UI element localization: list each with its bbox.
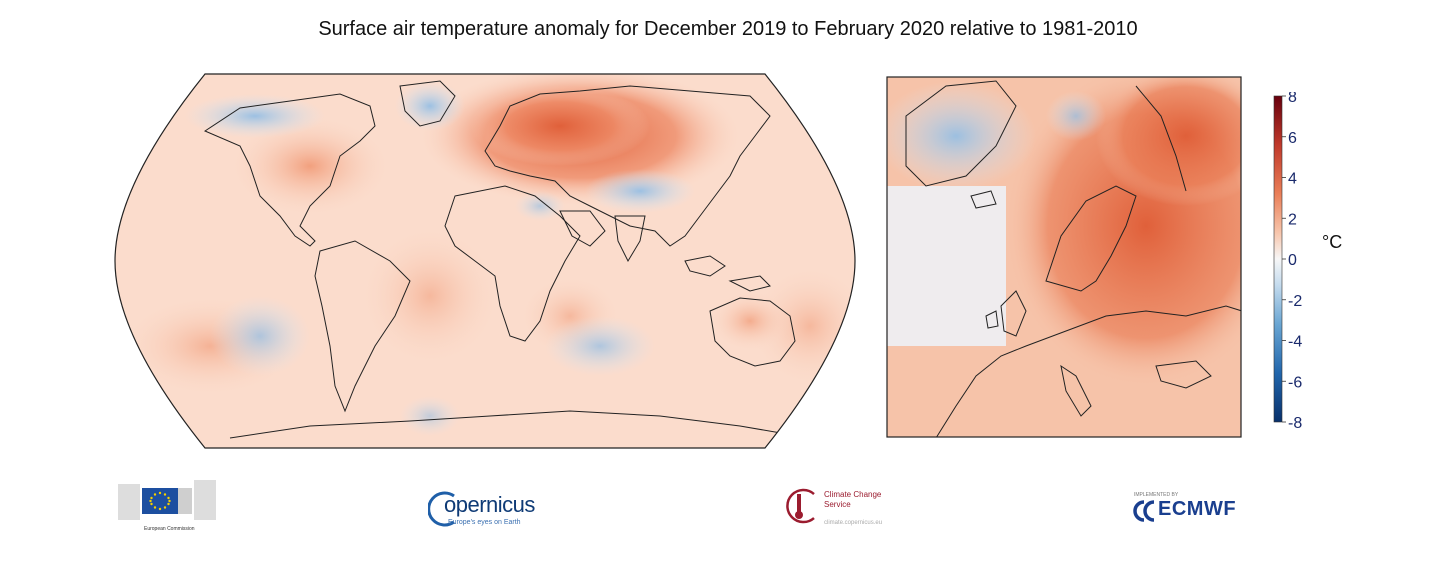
colorbar-tick-label: 8 (1288, 92, 1297, 106)
cold-anomaly-greenland (887, 81, 1036, 191)
c3s-name: Climate Change Service (824, 490, 882, 509)
cold-anomaly-canada (185, 94, 325, 138)
copernicus-logo: opernicus Europe's eyes on Earth (428, 486, 558, 534)
colorbar-tick-label: -4 (1288, 334, 1302, 351)
ecmwf-wordmark: ECMWF (1158, 498, 1237, 520)
cold-anomaly-tibet (585, 169, 695, 213)
ecmwf-logo: IMPLEMENTED BY ECMWF (1128, 488, 1258, 528)
ecmwf-symbol-icon (1133, 500, 1155, 522)
colorbar-tick-label: -8 (1288, 415, 1302, 432)
colorbar-tick-label: 6 (1288, 130, 1297, 147)
copernicus-c-icon (428, 491, 455, 527)
europe-map-border (886, 76, 1242, 438)
world-map (114, 73, 856, 449)
copernicus-tagline: Europe's eyes on Earth (448, 519, 521, 526)
european-commission-logo: European Commission (118, 474, 218, 544)
colorbar-tick-label: -6 (1288, 374, 1302, 391)
colorbar-tick-label: -2 (1288, 293, 1302, 310)
colorbar-ticks: 8 6 4 2 0 -2 -4 -6 -8 (1282, 92, 1302, 432)
colorbar-tick-label: 2 (1288, 211, 1297, 228)
world-map-border (114, 73, 856, 449)
colorbar-gradient (1273, 95, 1283, 423)
copernicus-wordmark: opernicus (444, 492, 535, 517)
eu-flag-icon (118, 480, 216, 520)
colorbar-unit: °C (1322, 232, 1343, 252)
colorbar-tick-label: 0 (1288, 252, 1297, 269)
page-title: Surface air temperature anomaly for Dece… (318, 18, 1138, 40)
ecmwf-implemented-by: IMPLEMENTED BY (1134, 492, 1179, 498)
thermometer-icon (786, 488, 815, 524)
europe-map (886, 76, 1242, 438)
colorbar: 8 6 4 2 0 -2 -4 -6 -8 (1273, 92, 1302, 432)
c3s-url: climate.copernicus.eu (824, 520, 883, 526)
eu-text: European Commission (144, 526, 195, 532)
colorbar-tick-label: 4 (1288, 171, 1297, 188)
c3s-logo: Climate Change Service climate.copernicu… (780, 484, 910, 534)
